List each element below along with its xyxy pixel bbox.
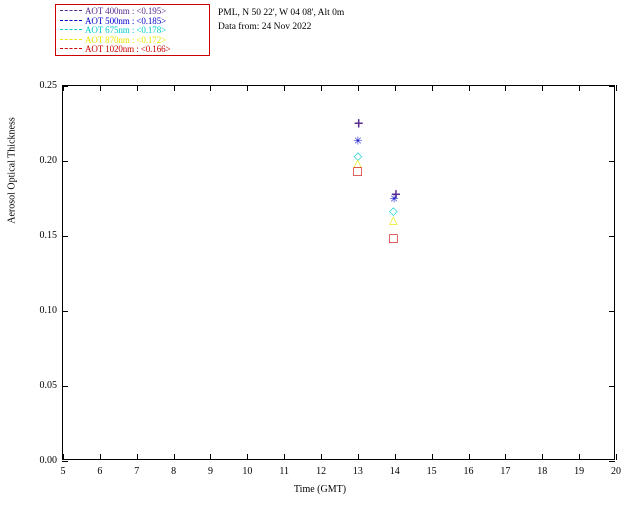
x-tick-mark [394,454,396,460]
data-point-marker: △ [353,156,362,170]
y-tick-label: 0.25 [39,80,58,91]
x-tick-mark-top [247,85,249,91]
x-tick-mark-top [210,85,212,91]
legend-item-label: AOT 500nm : <0.185> [85,15,167,26]
legend-line-icon [60,19,82,21]
x-tick-label: 16 [463,466,474,477]
x-tick-mark [247,454,249,460]
y-tick-label: 0.15 [39,230,58,241]
x-tick-label: 13 [352,466,363,477]
legend-line-icon [60,10,82,12]
x-tick-label: 14 [389,466,400,477]
legend-line-icon [60,38,82,40]
x-tick-label: 6 [97,466,103,477]
y-tick-mark-right [609,161,615,162]
plot-area: 5 6 7 8 9 10 11 12 13 14 15 16 17 18 19 20 0.00 0.05 0.10 0… [40,80,622,477]
legend: AOT 400nm : <0.195> AOT 500nm : <0.185> AO… [55,4,210,56]
x-tick-mark [542,454,544,460]
x-tick-label: 18 [537,466,548,477]
legend-item: AOT 1020nm : <0.166> [60,44,205,55]
x-tick-mark [579,454,581,460]
x-tick-mark-top [431,85,433,91]
legend-item: AOT 675nm : <0.178> [60,25,205,36]
x-tick-mark [136,454,138,460]
y-tick-mark [62,311,68,312]
y-tick-mark-right [609,311,615,312]
x-tick-label: 9 [207,466,213,477]
x-tick-label: 8 [171,466,177,477]
legend-item-label: AOT 1020nm : <0.166> [85,44,171,54]
legend-item: AOT 500nm : <0.185> [60,15,205,27]
x-tick-mark [210,454,212,460]
x-tick-label: 10 [242,466,253,477]
y-tick-mark-right [609,461,615,462]
legend-line-icon [60,48,82,50]
x-tick-mark-top [505,85,507,91]
legend-item-label: AOT 675nm : <0.178> [85,25,167,35]
data-point-marker: ◇ [353,149,363,163]
y-tick-mark-right [609,386,615,387]
x-tick-label: 17 [500,466,511,477]
y-tick-label: 0.10 [39,305,58,316]
x-tick-mark-top [357,85,359,91]
x-tick-label: 15 [426,466,437,477]
y-tick-mark [62,161,68,162]
y-tick-mark [62,461,68,462]
x-tick-mark-top [321,85,323,91]
data-point-marker: □ [388,231,399,245]
y-tick-mark [62,86,68,87]
y-tick-mark-right [609,86,615,87]
x-tick-mark-top [173,85,175,91]
x-tick-label: 11 [279,466,289,477]
data-point-marker: □ [352,164,363,178]
x-tick-label: 12 [316,466,327,477]
x-tick-mark-top [394,85,396,91]
legend-item-label: AOT 870nm : <0.172> [85,34,167,45]
x-tick-mark [284,454,286,460]
x-tick-label: 7 [134,466,140,477]
x-tick-mark-top [284,85,286,91]
x-tick-label: 20 [611,466,621,477]
header-text: PML, N 50 22', W 04 08', Alt 0m Data fro… [218,6,344,34]
y-tick-mark [62,236,68,237]
x-tick-mark-top [99,85,101,91]
x-axis-title: Time (GMT) [293,484,347,495]
legend-line-icon [60,29,82,31]
x-tick-mark [468,454,470,460]
x-tick-mark [616,454,617,460]
y-tick-label: 0.00 [39,455,58,466]
x-tick-mark [505,454,507,460]
y-tick-mark [62,386,68,387]
x-tick-mark [321,454,323,460]
legend-item-label: AOT 400nm : <0.195> [85,6,167,16]
data-point-marker: ✳ [353,134,363,148]
x-tick-mark [431,454,433,460]
x-tick-mark-top [616,85,617,91]
legend-item: AOT 870nm : <0.172> [60,34,205,46]
y-tick-label: 0.20 [39,155,58,166]
x-tick-mark [63,454,64,460]
x-tick-mark-top [136,85,138,91]
data-point-marker: ◇ [389,204,398,218]
header-line-site: PML, N 50 22', W 04 08', Alt 0m [218,8,345,18]
x-tick-mark-top [468,85,470,91]
y-axis-title: Aerosol Optical Thickness [6,117,18,224]
data-point-marker: ✳ [389,192,399,206]
legend-item: AOT 400nm : <0.195> [60,6,205,17]
y-tick-mark-right [609,236,615,237]
data-point-marker: + [390,187,402,203]
y-tick-label: 0.05 [39,380,58,391]
x-tick-mark [173,454,175,460]
x-tick-mark [99,454,101,460]
x-tick-mark-top [63,85,64,91]
x-tick-label: 19 [574,466,585,477]
x-tick-mark [357,454,359,460]
x-tick-mark-top [579,85,581,91]
data-point-marker: + [353,116,365,132]
header-line-date: Data from: 24 Nov 2022 [218,22,312,32]
x-tick-mark-top [542,85,544,91]
x-tick-label: 5 [60,466,66,477]
data-point-marker: △ [389,213,398,227]
